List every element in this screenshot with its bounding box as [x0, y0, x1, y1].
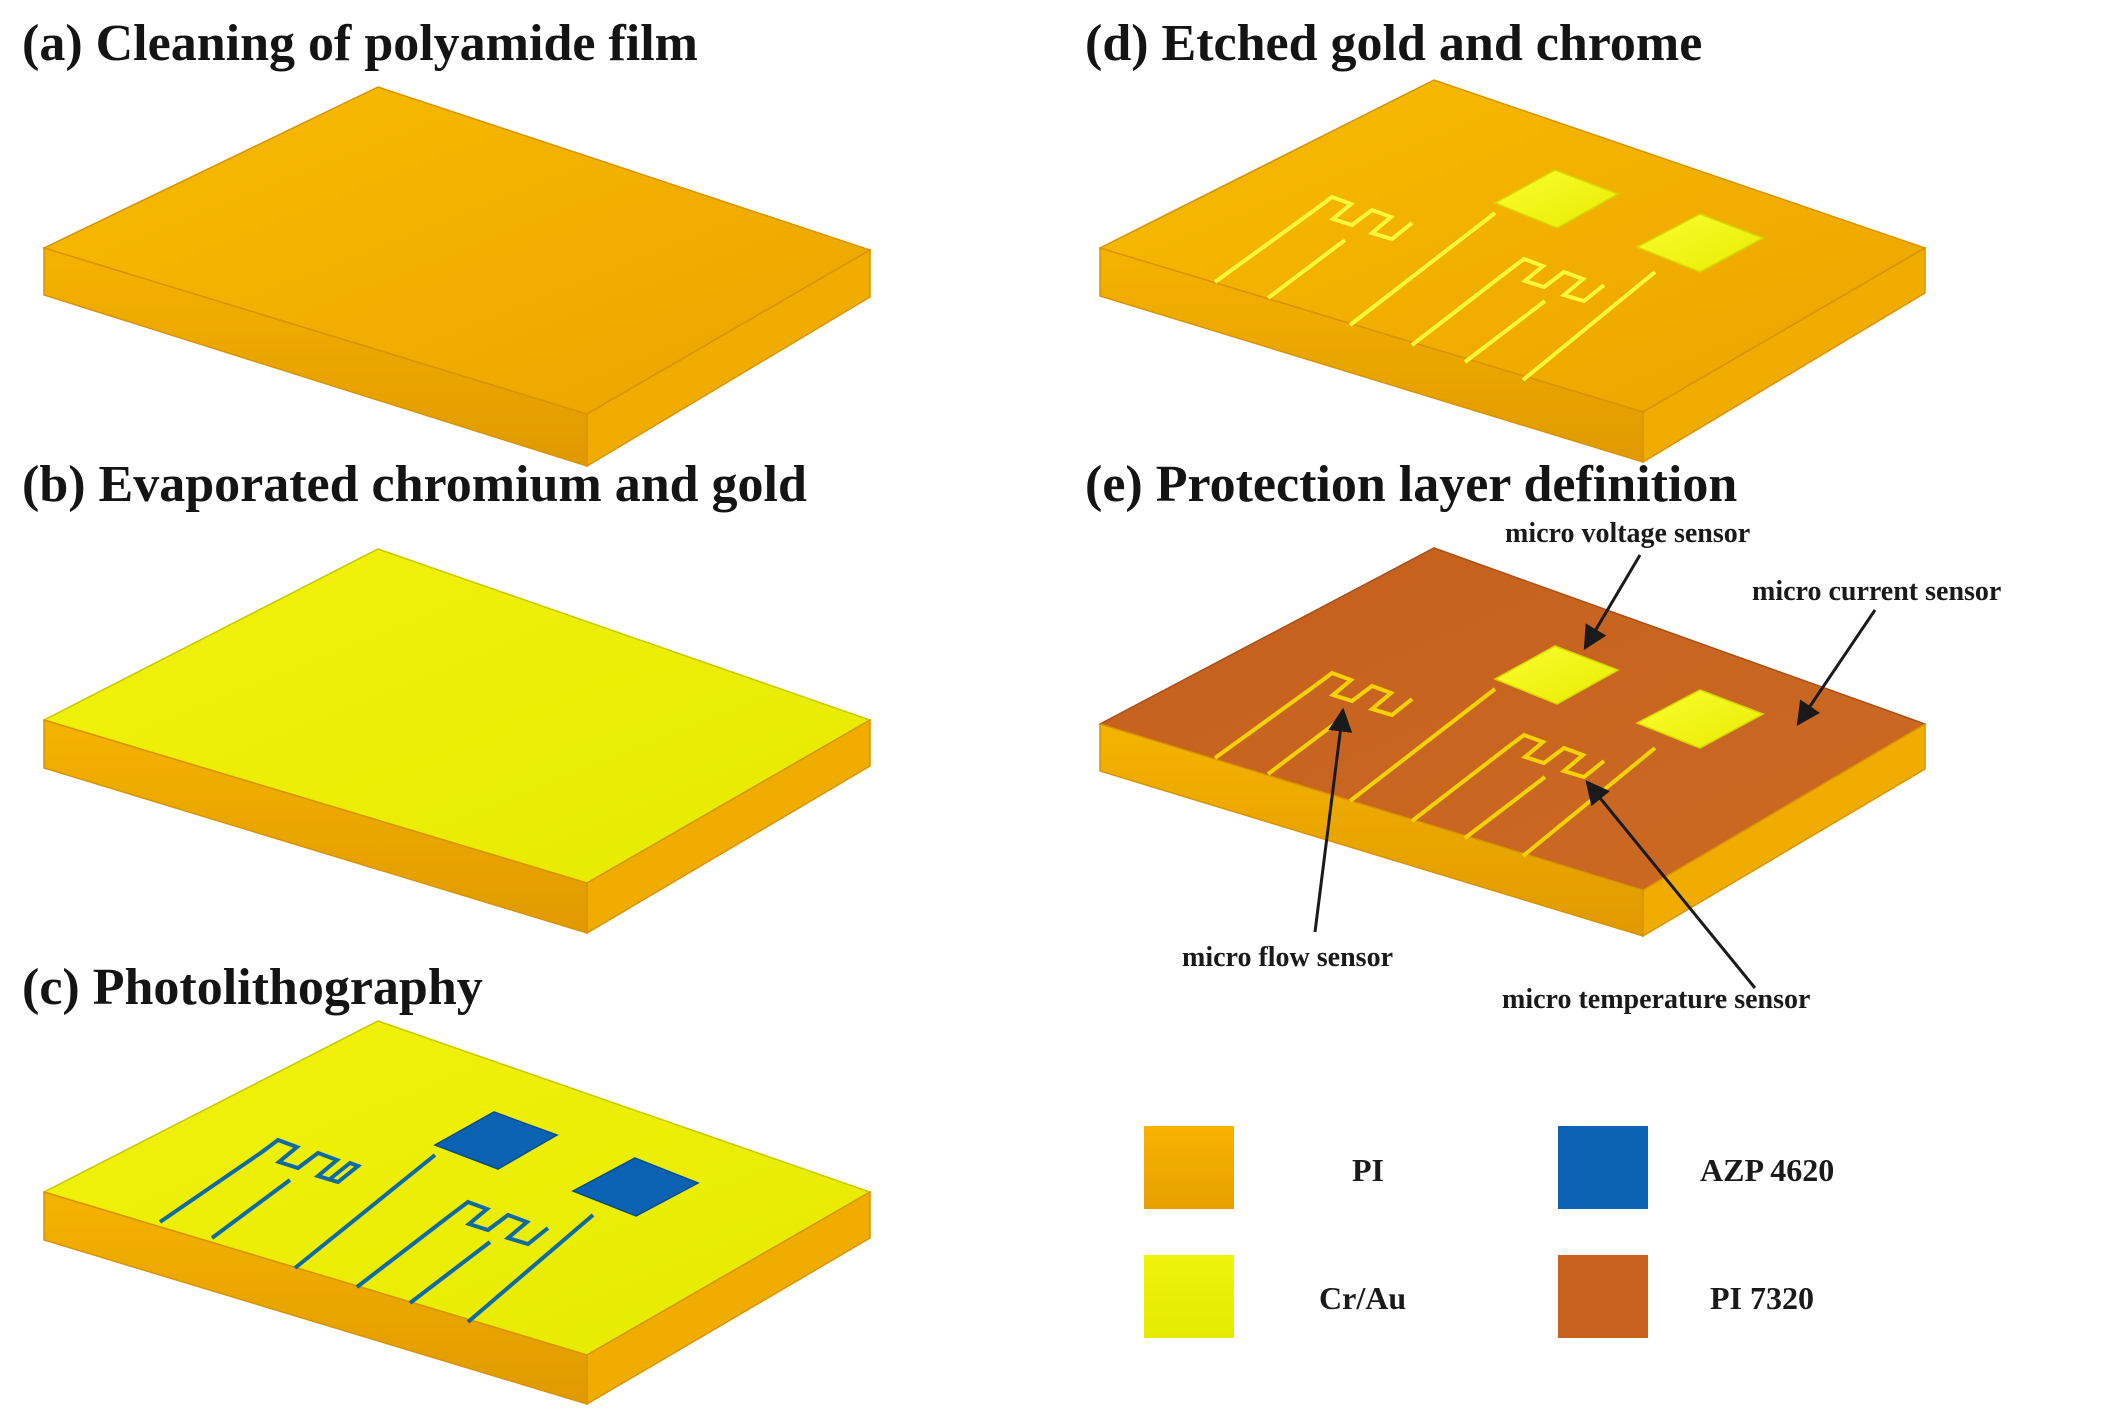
panel-e-trace — [1410, 745, 1510, 823]
panel-d-title: (d) Etched gold and chrome — [1085, 15, 1703, 72]
legend-label-azp4620: AZP 4620 — [1700, 1152, 1834, 1188]
panel-c-title: (c) Photolithography — [22, 959, 483, 1016]
arrow-current — [1796, 609, 1877, 726]
panel-c-trace — [355, 1212, 454, 1289]
panel-e-pad-current — [1635, 689, 1765, 749]
panel-e-arrows — [1313, 554, 1877, 989]
legend-swatch-azp4620 — [1558, 1126, 1648, 1209]
panel-b-title: (b) Evaporated chromium and gold — [22, 456, 807, 513]
label-micro-temperature-sensor: micro temperature sensor — [1502, 984, 1810, 1015]
legend-label-pi: PI — [1352, 1152, 1384, 1188]
arrow-temperature — [1585, 780, 1757, 989]
panel-c-film — [41, 1020, 872, 1406]
panel-c-film-right — [586, 1190, 871, 1406]
panel-a-film — [41, 86, 872, 468]
panel-a-film-right — [586, 248, 871, 468]
panel-c-serpentine-left — [260, 1137, 362, 1185]
panel-b-film — [41, 548, 872, 935]
panel-d-serpentine-middle — [1506, 256, 1606, 304]
panel-d-serpentine-left — [1314, 194, 1414, 242]
panel-e-serpentine-middle — [1506, 732, 1606, 780]
legend-label-crau: Cr/Au — [1319, 1280, 1406, 1316]
panel-d-trace — [1410, 269, 1510, 347]
panel-e-trace — [1348, 687, 1497, 803]
panel-b-film-right — [586, 718, 871, 935]
panel-d-film-right — [1642, 246, 1926, 464]
panel-c-trace — [158, 1150, 264, 1224]
panel-d-trace — [1348, 211, 1497, 327]
panel-c-trace — [210, 1178, 292, 1240]
panel-c-serpentine-middle — [450, 1199, 550, 1247]
panel-e-title: (e) Protection layer definition — [1085, 456, 1738, 513]
label-micro-current-sensor: micro current sensor — [1752, 576, 2001, 607]
label-micro-flow-sensor: micro flow sensor — [1182, 942, 1393, 973]
legend-swatch-pi7320 — [1558, 1255, 1648, 1338]
panel-a-title: (a) Cleaning of polyamide film — [22, 15, 698, 72]
panel-d-trace — [1266, 238, 1347, 300]
panel-e-serpentine-left — [1314, 670, 1414, 718]
label-micro-voltage-sensor: micro voltage sensor — [1505, 518, 1750, 549]
panel-c-trace — [408, 1240, 492, 1305]
panel-c-photoresist-pattern — [158, 1137, 595, 1324]
arrow-flow — [1313, 707, 1353, 933]
panel-c-pad-voltage — [433, 1111, 559, 1170]
panel-e-pad-voltage — [1493, 645, 1620, 705]
panel-e-trace — [1213, 683, 1318, 760]
legend-label-pi7320: PI 7320 — [1710, 1280, 1814, 1316]
legend: PI AZP 4620 Cr/Au PI 7320 — [1144, 1126, 1834, 1338]
panel-c-trace — [293, 1153, 437, 1270]
panel-d-trace — [1521, 270, 1657, 382]
panel-d-trace — [1463, 299, 1547, 364]
legend-swatch-pi — [1144, 1126, 1234, 1209]
panel-d-pad-voltage — [1493, 169, 1620, 229]
panel-d-trace — [1213, 207, 1318, 284]
panel-d-pad-current — [1635, 213, 1765, 273]
panel-c-pad-current — [571, 1157, 700, 1217]
panel-e-trace — [1463, 775, 1547, 840]
legend-swatch-crau — [1144, 1255, 1234, 1338]
panel-e-film-right — [1642, 722, 1926, 938]
panel-d-film — [1097, 79, 1927, 464]
panel-e-film — [1098, 547, 1927, 938]
arrow-voltage — [1583, 554, 1642, 651]
panel-c-trace — [466, 1213, 595, 1324]
panel-d-metal-pattern — [1213, 194, 1657, 382]
